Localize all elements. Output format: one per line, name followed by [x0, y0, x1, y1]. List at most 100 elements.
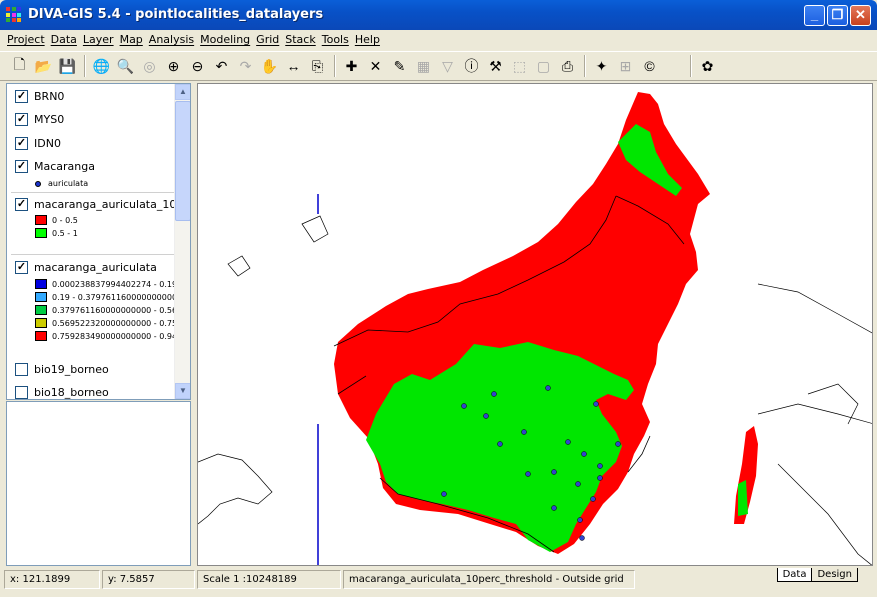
menu-modeling[interactable]: Modeling — [200, 33, 251, 46]
layer-item-mys0[interactable]: ✓ MYS0 — [15, 113, 65, 126]
legend-class: 0.000238837994402274 - 0.19 — [35, 279, 177, 289]
layer-checkbox[interactable]: ✓ — [15, 113, 28, 126]
legend-class: 0.19 - 0.379761160000000000 — [35, 292, 177, 302]
menu-map[interactable]: Map — [119, 33, 143, 46]
menu-project[interactable]: Project — [7, 33, 45, 46]
menu-help[interactable]: Help — [354, 33, 380, 46]
legend-class: 0.569522320000000000 - 0.75 — [35, 318, 177, 328]
layer-item-bio19-borneo[interactable]: bio19_borneo — [15, 363, 109, 376]
copy-map-button[interactable]: ⎘ — [306, 55, 329, 78]
country-boundaries — [333, 195, 685, 553]
scale-readout: Scale 1 :10248189 — [197, 570, 341, 589]
edit-button[interactable]: ✎ — [388, 55, 411, 78]
layer-item-macaranga-10perc[interactable]: ✓ macaranga_auriculata_10perc — [15, 198, 191, 211]
scroll-down-icon[interactable]: ▼ — [175, 383, 190, 399]
layer-checkbox[interactable]: ✓ — [15, 137, 28, 150]
layer-checkbox[interactable] — [15, 363, 28, 376]
zoom-in-button[interactable]: ⊕ — [162, 55, 185, 78]
info-button[interactable]: ⓘ — [460, 55, 483, 78]
menu-layer[interactable]: Layer — [82, 33, 114, 46]
clear-selection-icon: ▢ — [536, 57, 551, 74]
tab-design[interactable]: Design — [811, 568, 858, 582]
layer-legend-panel[interactable]: ✓ BRN0 ✓ MYS0 ✓ IDN0 ✓ Macaranga auricul… — [6, 83, 191, 400]
zoom-to-layer-button[interactable]: 🔍 — [114, 55, 137, 78]
menu-tools[interactable]: Tools — [321, 33, 349, 46]
copyright-icon: © — [644, 58, 655, 74]
status-message: macaranga_auriculata_10perc_threshold - … — [343, 570, 635, 589]
scroll-thumb[interactable] — [175, 101, 190, 221]
status-bar: x: 121.1899 y: 7.5857 Scale 1 :10248189 … — [0, 568, 877, 590]
zoom-in-icon: ⊕ — [167, 57, 180, 74]
toolbar-separator — [84, 55, 86, 77]
green-region — [366, 342, 634, 552]
tools-icon: ⚒ — [489, 57, 502, 74]
tools-button[interactable]: ⚒ — [484, 55, 507, 78]
toolbar-separator — [690, 55, 692, 77]
class-swatch — [35, 318, 47, 328]
layer-item-macaranga[interactable]: ✓ Macaranga — [15, 160, 95, 173]
redo-button[interactable]: ↷ — [234, 55, 257, 78]
filter-icon: ▽ — [442, 57, 453, 74]
layer-item-idn0[interactable]: ✓ IDN0 — [15, 137, 61, 150]
legend-scrollbar[interactable]: ▲ ▼ — [174, 84, 190, 399]
menu-stack[interactable]: Stack — [285, 33, 316, 46]
open-folder-button[interactable]: 📂 — [32, 55, 55, 78]
edit-icon: ✎ — [393, 57, 406, 74]
layer-item-brn0[interactable]: ✓ BRN0 — [15, 90, 65, 103]
map-shape-button[interactable]: ✦ — [590, 55, 613, 78]
save-button[interactable]: 💾 — [56, 55, 79, 78]
blank-button[interactable] — [662, 55, 685, 78]
minimize-button[interactable]: _ — [804, 5, 825, 26]
add-point-button[interactable]: ✚ — [340, 55, 363, 78]
layer-checkbox[interactable]: ✓ — [15, 198, 28, 211]
layer-item-bio18-borneo[interactable]: bio18_borneo — [15, 386, 109, 399]
globe-icon: 🌐 — [92, 57, 111, 74]
class-swatch — [35, 279, 47, 289]
table-button[interactable]: ▦ — [412, 55, 435, 78]
green-region — [618, 124, 682, 196]
grid-button[interactable]: ⊞ — [614, 55, 637, 78]
measure-button[interactable]: ↔ — [282, 55, 305, 78]
class-swatch — [35, 292, 47, 302]
layer-item-macaranga-auriculata[interactable]: ✓ macaranga_auriculata — [15, 261, 157, 274]
new-file-button[interactable]: 🗋 — [8, 55, 31, 78]
layer-checkbox[interactable]: ✓ — [15, 90, 28, 103]
globe-button[interactable]: 🌐 — [90, 55, 113, 78]
save-icon: 💾 — [58, 57, 77, 74]
copyright-button[interactable]: © — [638, 55, 661, 78]
close-button[interactable]: ✕ — [850, 5, 871, 26]
menu-analysis[interactable]: Analysis — [148, 33, 195, 46]
legend-class: 0.379761160000000000 - 0.56 — [35, 305, 177, 315]
zoom-out-button[interactable]: ⊖ — [186, 55, 209, 78]
menu-grid[interactable]: Grid — [256, 33, 280, 46]
layer-checkbox[interactable]: ✓ — [15, 261, 28, 274]
undo-button[interactable]: ↶ — [210, 55, 233, 78]
maximize-button[interactable]: ❐ — [827, 5, 848, 26]
select-layer-button[interactable]: ⎙ — [556, 55, 579, 78]
scroll-up-icon[interactable]: ▲ — [175, 84, 190, 100]
tab-data[interactable]: Data — [776, 568, 813, 582]
class-swatch — [35, 215, 47, 225]
diva-gis-logo-icon — [6, 7, 22, 23]
undo-icon: ↶ — [215, 57, 228, 74]
flower-button[interactable]: ✿ — [696, 55, 719, 78]
legend-class: 0 - 0.5 — [35, 215, 78, 225]
filter-button[interactable]: ▽ — [436, 55, 459, 78]
map-canvas[interactable] — [197, 83, 873, 566]
title-bar: DIVA-GIS 5.4 - pointlocalities_datalayer… — [0, 0, 877, 30]
delete-icon: ✕ — [369, 57, 382, 74]
window-title: DIVA-GIS 5.4 - pointlocalities_datalayer… — [28, 7, 324, 22]
borneo-map — [198, 92, 872, 565]
delete-button[interactable]: ✕ — [364, 55, 387, 78]
layer-checkbox[interactable]: ✓ — [15, 160, 28, 173]
menu-data[interactable]: Data — [50, 33, 77, 46]
pan-hand-button[interactable]: ✋ — [258, 55, 281, 78]
overview-panel — [6, 401, 191, 566]
zoom-previous-button[interactable]: ◎ — [138, 55, 161, 78]
clear-selection-button[interactable]: ▢ — [532, 55, 555, 78]
class-swatch — [35, 228, 47, 238]
layer-checkbox[interactable] — [15, 386, 28, 399]
select-box-button[interactable]: ⬚ — [508, 55, 531, 78]
zoom-out-icon: ⊖ — [191, 57, 204, 74]
pan-hand-icon: ✋ — [260, 57, 279, 74]
